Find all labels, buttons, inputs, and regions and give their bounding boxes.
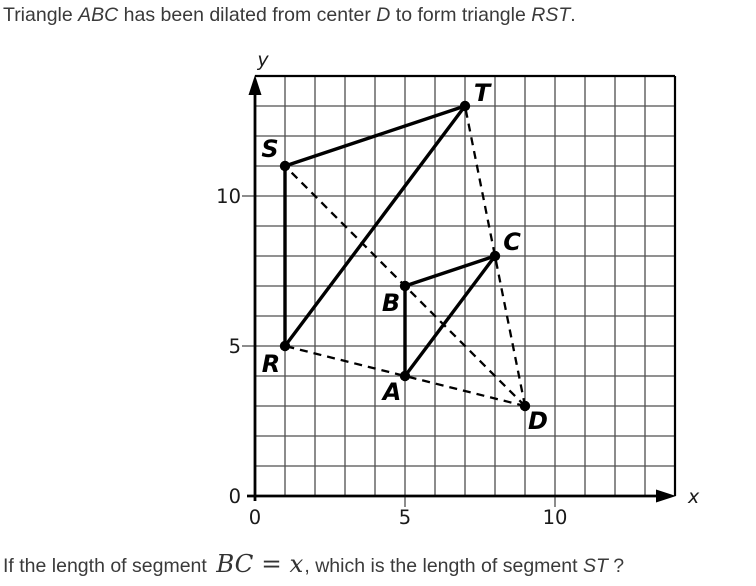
center-d-name: D [376, 4, 391, 26]
x-axis-label: x [687, 486, 700, 508]
segment-BC [403, 254, 497, 288]
y-tick-label: 10 [216, 185, 241, 208]
y-tick-label: 0 [229, 485, 241, 508]
segment-st-name: ST [582, 555, 608, 577]
question-text: If the length of segment BC = x, which i… [3, 549, 624, 578]
statement-text: to form triangle [390, 4, 532, 26]
segment-CA [403, 254, 497, 378]
x-tick-label: 0 [249, 506, 261, 529]
y-tick-label: 5 [229, 335, 241, 358]
point-C [489, 250, 501, 262]
segment-ST [283, 104, 467, 168]
triangle-rst-name: RST [531, 4, 571, 26]
variable-x-math: x [289, 549, 304, 578]
x-axis-arrow [656, 489, 676, 503]
question-part: , which is the length of segment [304, 555, 583, 577]
point-label-B: B [382, 289, 400, 317]
point-B [399, 280, 411, 292]
point-label-D: D [528, 407, 548, 435]
x-tick-label: 10 [543, 506, 568, 529]
statement-text: has been dilated from center [118, 4, 377, 26]
x-tick-label: 5 [399, 506, 411, 529]
question-part: If the length of segment [3, 555, 213, 577]
triangle-abc-name: ABC [78, 4, 119, 26]
point-label-S: S [261, 135, 278, 163]
y-axis-label: y [256, 49, 269, 71]
segment-TR [283, 104, 467, 348]
point-label-A: A [381, 378, 402, 406]
segment-bc-math: BC [216, 549, 254, 578]
point-T [459, 100, 471, 112]
point-S [279, 160, 291, 172]
y-axis-arrow [248, 75, 262, 95]
equals-sign: = [253, 549, 290, 578]
statement-text: . [570, 4, 576, 26]
question-part: ? [607, 555, 625, 577]
statement-text: Triangle [3, 4, 79, 26]
problem-statement: Triangle ABC has been dilated from cente… [3, 3, 576, 27]
dilation-graph: 0 5 10 0 5 10 y x A B C D R S T [216, 49, 700, 529]
point-R [279, 340, 291, 352]
point-label-R: R [262, 350, 280, 378]
point-A [399, 370, 411, 382]
point-D [519, 400, 531, 412]
point-label-T: T [474, 79, 492, 107]
dashed-ray-DT [463, 105, 527, 407]
point-label-C: C [503, 228, 521, 256]
